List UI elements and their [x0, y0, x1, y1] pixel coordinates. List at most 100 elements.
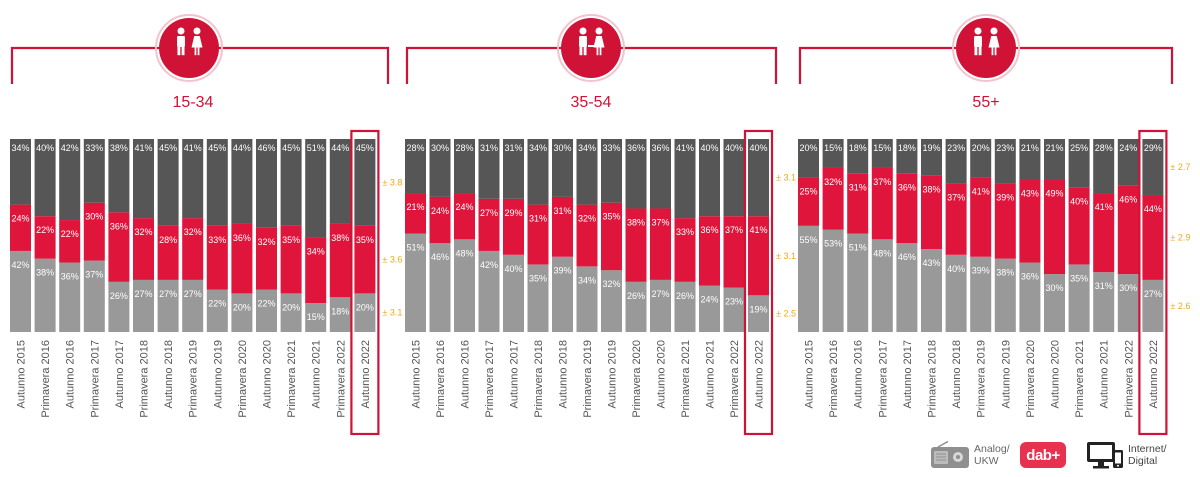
bar-stack: 32% 35% 33%	[601, 139, 622, 332]
bar-analog	[182, 279, 204, 332]
data-label-dab: 49%	[1045, 189, 1063, 199]
error-margin-dab: ± 2.9	[1170, 232, 1190, 242]
bar-stack: 20% 35% 45%	[354, 139, 376, 332]
bar-dab	[405, 193, 426, 234]
data-label-dab: 31%	[553, 206, 571, 216]
bar-stack: 39% 41% 20%	[970, 139, 992, 332]
data-label-dab: 41%	[972, 187, 990, 197]
bar-stack: 36% 43% 21%	[1019, 139, 1041, 332]
category-label: Primavera 2021	[680, 340, 692, 418]
data-label-analog: 26%	[627, 291, 645, 301]
category-label: Autunno 2021	[1099, 340, 1111, 409]
category-label: Primavera 2022	[1123, 340, 1135, 418]
category-label: Primavera 2020	[631, 340, 643, 418]
data-label-internet: 21%	[1021, 143, 1039, 153]
data-label-analog: 37%	[85, 270, 103, 280]
bar-dab	[10, 204, 31, 251]
data-label-internet: 23%	[947, 143, 965, 153]
data-label-internet: 36%	[651, 143, 669, 153]
bar-dab	[83, 202, 105, 261]
bar-analog	[503, 254, 524, 332]
bar-stack: 34% 32% 34%	[576, 139, 598, 332]
bar-dab	[478, 198, 500, 251]
data-label-dab: 30%	[85, 212, 103, 222]
data-label-analog: 36%	[1021, 272, 1039, 282]
bar-internet	[723, 139, 745, 217]
data-label-dab: 36%	[898, 183, 916, 193]
bar-analog	[354, 293, 376, 332]
data-label-analog: 51%	[849, 243, 867, 253]
bar-dab	[1044, 179, 1065, 275]
category-label: Primavera 2021	[286, 340, 298, 418]
data-label-internet: 19%	[922, 143, 940, 153]
bar-dab	[454, 193, 475, 240]
bar-stack: 15% 34% 51%	[305, 139, 327, 332]
data-label-dab: 37%	[947, 192, 965, 202]
bar-internet	[429, 139, 451, 197]
bar-internet	[945, 139, 967, 184]
category-label: Autunno 2019	[607, 340, 619, 409]
category-label: Primavera 2018	[533, 340, 545, 418]
bar-stack: 51% 31% 18%	[847, 139, 869, 332]
data-label-dab: 36%	[233, 233, 251, 243]
data-label-internet: 23%	[996, 143, 1014, 153]
bar-analog	[10, 250, 31, 332]
data-label-analog: 23%	[725, 297, 743, 307]
data-label-dab: 28%	[159, 235, 177, 245]
error-margin-internet: ± 2.7	[1170, 162, 1190, 172]
category-label: Primavera 2016	[40, 340, 52, 418]
bar-dab	[822, 167, 844, 230]
highlight-frame	[1138, 129, 1168, 436]
bar-analog	[921, 249, 942, 332]
bar-internet	[405, 139, 426, 194]
category-label: Primavera 2019	[188, 340, 200, 418]
data-label-internet: 38%	[110, 143, 128, 153]
data-label-internet: 40%	[725, 143, 743, 153]
data-label-dab: 29%	[504, 208, 522, 218]
bar-analog	[478, 250, 500, 332]
radio-icon	[931, 441, 969, 468]
bar-internet	[552, 139, 573, 197]
data-label-dab: 35%	[602, 212, 620, 222]
bar-dab	[503, 198, 524, 255]
chart-15-34: 15-34 42% 24% 34% Autunno 2015 38% 22% 40% Prima…	[10, 14, 402, 436]
bar-internet	[527, 139, 549, 205]
bar-stack: 35% 31% 34%	[527, 139, 549, 332]
data-label-analog: 32%	[602, 279, 620, 289]
data-label-dab: 31%	[849, 183, 867, 193]
bar-stack: 26% 38% 36%	[625, 139, 647, 332]
data-label-internet: 41%	[676, 143, 694, 153]
data-label-analog: 53%	[824, 239, 842, 249]
data-label-internet: 34%	[578, 143, 596, 153]
highlight-frame	[743, 129, 774, 436]
bar-stack: 42% 24% 34%	[10, 139, 31, 332]
category-label: Autunno 2016	[460, 340, 472, 409]
data-label-analog: 55%	[799, 235, 817, 245]
bar-stack: 46% 36% 18%	[896, 139, 918, 332]
data-label-internet: 45%	[208, 143, 226, 153]
data-label-internet: 30%	[431, 143, 449, 153]
data-label-analog: 27%	[159, 289, 177, 299]
bar-dab	[650, 208, 671, 280]
data-label-dab: 21%	[406, 202, 424, 212]
bar-stack: 36% 22% 42%	[59, 139, 81, 332]
bar-analog	[83, 260, 105, 332]
data-label-dab: 38%	[627, 217, 645, 227]
data-label-dab: 24%	[455, 202, 473, 212]
legend-dab: dab+	[1020, 438, 1066, 472]
data-label-internet: 33%	[602, 143, 620, 153]
bar-stack: 51% 21% 28%	[405, 139, 426, 332]
bar-stack: 26% 36% 38%	[108, 139, 130, 332]
highlight-frame	[350, 129, 380, 436]
bar-internet	[305, 139, 327, 238]
category-label: Autunno 2018	[163, 340, 175, 409]
category-label: Primavera 2020	[237, 340, 249, 418]
bar-analog	[34, 258, 56, 332]
bar-analog	[280, 293, 302, 332]
dab-label: dab+	[1026, 446, 1060, 464]
bar-stack: 38% 39% 23%	[994, 139, 1016, 332]
bar-internet	[354, 139, 376, 226]
bar-internet	[699, 139, 720, 217]
data-label-analog: 43%	[922, 258, 940, 268]
